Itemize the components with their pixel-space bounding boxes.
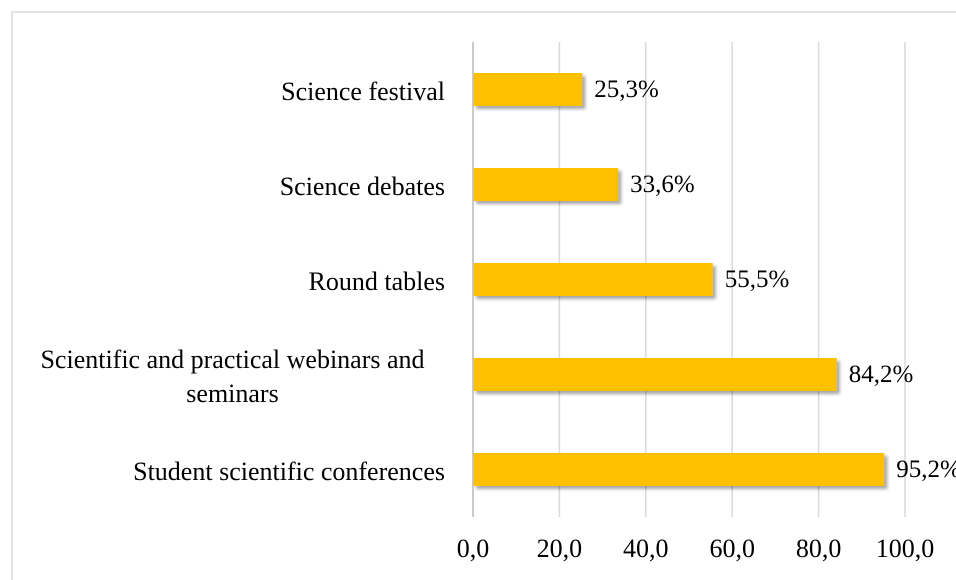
x-tick-label: 80,0 <box>796 534 842 563</box>
bar <box>473 358 837 391</box>
value-label: 25,3% <box>594 76 659 103</box>
value-label: 95,2% <box>896 456 956 483</box>
bar <box>473 168 619 201</box>
y-tick-label: Science festival <box>281 76 445 106</box>
x-tick-label: 20,0 <box>537 534 583 563</box>
x-tick-label: 40,0 <box>623 534 669 563</box>
x-tick-label: 60,0 <box>709 534 755 563</box>
value-label: 84,2% <box>849 361 914 388</box>
chart-frame <box>11 11 956 580</box>
value-label: 55,5% <box>725 266 790 293</box>
bar <box>473 73 583 106</box>
y-tick-label: Round tables <box>308 266 446 296</box>
y-tick-label: Science debates <box>279 171 445 201</box>
bar <box>473 453 885 486</box>
x-tick-label: 0,0 <box>457 534 490 563</box>
y-tick-label: Student scientific conferences <box>133 456 445 486</box>
bar <box>473 263 713 296</box>
x-tick-label: 100,0 <box>876 534 935 563</box>
value-label: 33,6% <box>630 171 695 198</box>
y-tick-label: Scientific and practical webinars and se… <box>40 344 425 408</box>
